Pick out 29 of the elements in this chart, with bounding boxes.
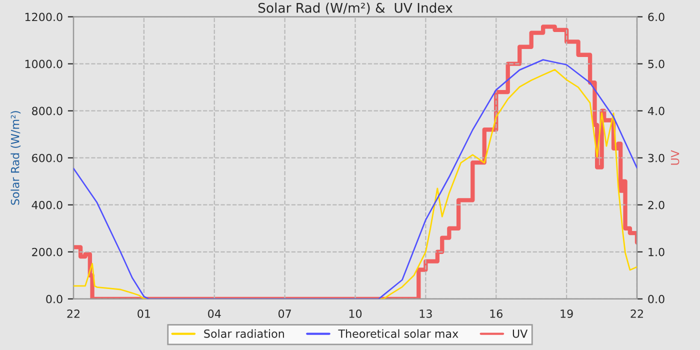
legend-label: Theoretical solar max <box>338 329 458 338</box>
y-tick-label: 600.0 <box>32 154 62 162</box>
y-tick-label: 800.0 <box>32 106 62 116</box>
y-axis-title: Solar Rad (W/m²) <box>10 111 21 205</box>
chart-title: Solar Rad (W/m²) & UV Index <box>258 2 452 14</box>
y2-tick-label: 0.0 <box>648 294 664 304</box>
y2-tick-label: 4.0 <box>648 106 664 116</box>
y2-tick-label: 2.0 <box>648 200 664 210</box>
y2-tick-label: 1.0 <box>648 248 664 256</box>
legend-label: Solar radiation <box>204 329 284 338</box>
x-tick-label: 07 <box>278 310 291 318</box>
y-tick-label: 1200.0 <box>25 12 62 22</box>
y-tick-label: 200.0 <box>32 248 62 256</box>
x-tick-label: 16 <box>490 310 502 318</box>
y2-axis-title: UV <box>670 150 680 165</box>
x-tick-label: 01 <box>138 310 150 318</box>
x-tick-label: 04 <box>208 310 221 318</box>
x-tick-label: 22 <box>67 310 80 318</box>
x-tick-label: 19 <box>560 310 573 318</box>
y2-tick-label: 3.0 <box>648 154 664 162</box>
y2-tick-label: 6.0 <box>648 12 664 22</box>
x-tick-label: 13 <box>420 310 432 318</box>
y-tick-label: 400.0 <box>32 200 62 210</box>
y-tick-label: 1000.0 <box>25 60 62 68</box>
y2-tick-label: 5.0 <box>648 60 664 68</box>
x-tick-label: 10 <box>349 310 362 318</box>
x-tick-label: 22 <box>630 310 643 318</box>
y-tick-label: 0.0 <box>46 294 62 304</box>
legend-label: UV <box>512 330 528 338</box>
